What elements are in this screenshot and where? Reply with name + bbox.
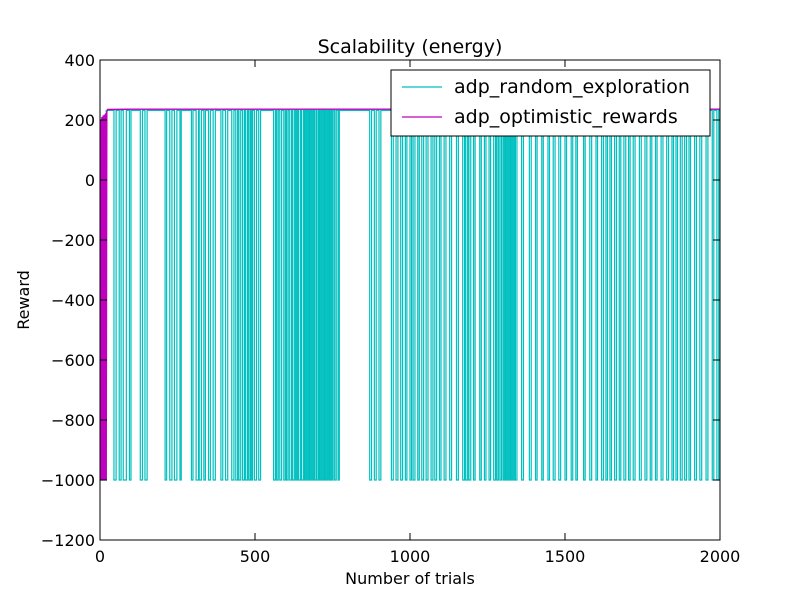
y-tick-label: 400 bbox=[64, 51, 95, 70]
y-tick-label: −1000 bbox=[41, 471, 95, 490]
series-layer bbox=[100, 108, 720, 481]
y-tick-label: −800 bbox=[51, 411, 95, 430]
x-tick-label: 500 bbox=[240, 547, 271, 566]
x-tick-label: 2000 bbox=[700, 547, 741, 566]
y-tick-label: −400 bbox=[51, 291, 95, 310]
y-tick-label: −200 bbox=[51, 231, 95, 250]
ticks-layer: 0 500 1000 1500 2000−1200−1000−800−600−400−2… bbox=[41, 51, 740, 566]
series-line-adp-optimistic-rewards bbox=[100, 108, 720, 481]
legend: adp_random_exploration adp_optimistic_re… bbox=[390, 69, 711, 137]
y-tick-label: −600 bbox=[51, 351, 95, 370]
legend-label-adp-optimistic-rewards: adp_optimistic_rewards bbox=[454, 106, 678, 128]
series-line-adp-random-exploration bbox=[100, 109, 720, 481]
legend-label-adp-random-exploration: adp_random_exploration bbox=[454, 76, 690, 98]
y-tick-label: 200 bbox=[64, 111, 95, 130]
x-axis-label: Number of trials bbox=[345, 569, 475, 588]
y-tick-label: 0 bbox=[85, 171, 95, 190]
y-tick-label: −1200 bbox=[41, 531, 95, 550]
x-tick-label: 1000 bbox=[390, 547, 431, 566]
x-tick-label: 0 bbox=[95, 547, 105, 566]
y-axis-label: Reward bbox=[14, 270, 33, 330]
x-tick-label: 1500 bbox=[545, 547, 586, 566]
plot-frame bbox=[99, 59, 721, 541]
chart-title: Scalability (energy) bbox=[318, 36, 503, 58]
legend-box bbox=[390, 69, 711, 137]
